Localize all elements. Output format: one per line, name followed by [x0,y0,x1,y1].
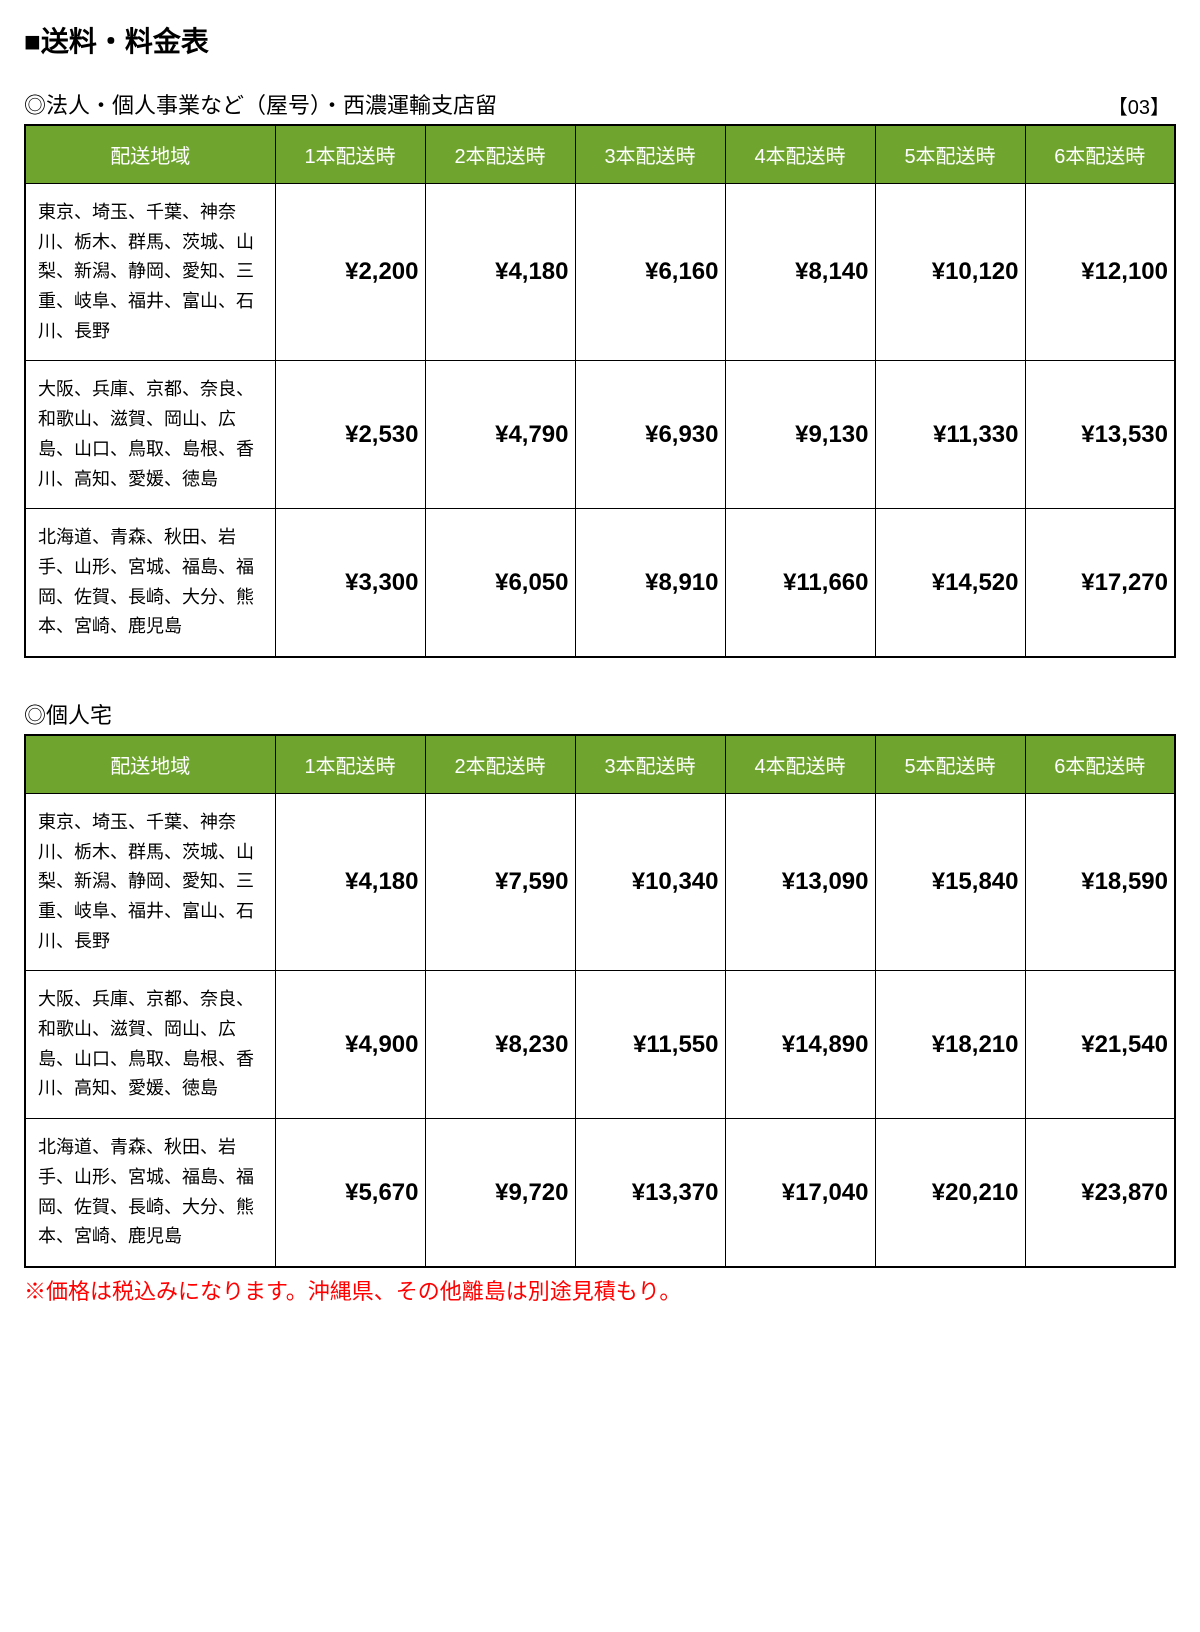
col-region: 配送地域 [25,735,275,794]
col-qty-2: 2本配送時 [425,125,575,184]
col-qty-4: 4本配送時 [725,735,875,794]
price-cell: ¥13,530 [1025,361,1175,509]
region-cell: 北海道、青森、秋田、岩手、山形、宮城、福島、福岡、佐賀、長崎、大分、熊本、宮崎、… [25,509,275,657]
price-cell: ¥4,180 [275,793,425,970]
col-qty-6: 6本配送時 [1025,125,1175,184]
price-cell: ¥6,160 [575,184,725,361]
col-qty-5: 5本配送時 [875,735,1025,794]
price-cell: ¥18,210 [875,971,1025,1119]
region-cell: 大阪、兵庫、京都、奈良、和歌山、滋賀、岡山、広島、山口、鳥取、島根、香川、高知、… [25,361,275,509]
price-cell: ¥4,900 [275,971,425,1119]
table-row: 北海道、青森、秋田、岩手、山形、宮城、福島、福岡、佐賀、長崎、大分、熊本、宮崎、… [25,509,1175,657]
price-cell: ¥13,370 [575,1119,725,1267]
price-cell: ¥18,590 [1025,793,1175,970]
col-qty-6: 6本配送時 [1025,735,1175,794]
section-header-row-1: ◎法人・個人事業など（屋号）・西濃運輸支店留 【03】 [24,88,1176,120]
price-cell: ¥9,720 [425,1119,575,1267]
price-cell: ¥4,180 [425,184,575,361]
price-table-personal: 配送地域 1本配送時 2本配送時 3本配送時 4本配送時 5本配送時 6本配送時… [24,734,1176,1268]
table-row: 東京、埼玉、千葉、神奈川、栃木、群馬、茨城、山梨、新潟、静岡、愛知、三重、岐阜、… [25,184,1175,361]
col-qty-1: 1本配送時 [275,125,425,184]
price-cell: ¥2,530 [275,361,425,509]
footnote: ※価格は税込みになります。沖縄県、その他離島は別途見積もり。 [24,1274,1176,1306]
region-cell: 東京、埼玉、千葉、神奈川、栃木、群馬、茨城、山梨、新潟、静岡、愛知、三重、岐阜、… [25,793,275,970]
price-cell: ¥17,270 [1025,509,1175,657]
price-cell: ¥14,890 [725,971,875,1119]
section-header-row-2: ◎個人宅 [24,698,1176,730]
price-cell: ¥13,090 [725,793,875,970]
table-header-row: 配送地域 1本配送時 2本配送時 3本配送時 4本配送時 5本配送時 6本配送時 [25,735,1175,794]
table-row: 大阪、兵庫、京都、奈良、和歌山、滋賀、岡山、広島、山口、鳥取、島根、香川、高知、… [25,971,1175,1119]
col-qty-1: 1本配送時 [275,735,425,794]
section-title-2: ◎個人宅 [24,698,112,730]
region-cell: 北海道、青森、秋田、岩手、山形、宮城、福島、福岡、佐賀、長崎、大分、熊本、宮崎、… [25,1119,275,1267]
col-qty-4: 4本配送時 [725,125,875,184]
price-cell: ¥6,930 [575,361,725,509]
price-cell: ¥8,230 [425,971,575,1119]
page-title: ■送料・料金表 [24,20,1176,60]
price-cell: ¥4,790 [425,361,575,509]
col-qty-3: 3本配送時 [575,735,725,794]
price-table-business: 配送地域 1本配送時 2本配送時 3本配送時 4本配送時 5本配送時 6本配送時… [24,124,1176,658]
col-qty-5: 5本配送時 [875,125,1025,184]
price-cell: ¥20,210 [875,1119,1025,1267]
price-cell: ¥17,040 [725,1119,875,1267]
document-tag: 【03】 [1108,91,1176,120]
price-cell: ¥23,870 [1025,1119,1175,1267]
section-title-1: ◎法人・個人事業など（屋号）・西濃運輸支店留 [24,88,497,120]
price-cell: ¥12,100 [1025,184,1175,361]
price-cell: ¥10,120 [875,184,1025,361]
price-cell: ¥11,660 [725,509,875,657]
price-cell: ¥15,840 [875,793,1025,970]
price-cell: ¥7,590 [425,793,575,970]
price-cell: ¥10,340 [575,793,725,970]
price-cell: ¥9,130 [725,361,875,509]
table-row: 大阪、兵庫、京都、奈良、和歌山、滋賀、岡山、広島、山口、鳥取、島根、香川、高知、… [25,361,1175,509]
price-cell: ¥8,140 [725,184,875,361]
col-qty-2: 2本配送時 [425,735,575,794]
table-header-row: 配送地域 1本配送時 2本配送時 3本配送時 4本配送時 5本配送時 6本配送時 [25,125,1175,184]
col-region: 配送地域 [25,125,275,184]
col-qty-3: 3本配送時 [575,125,725,184]
price-cell: ¥5,670 [275,1119,425,1267]
price-cell: ¥14,520 [875,509,1025,657]
table-row: 北海道、青森、秋田、岩手、山形、宮城、福島、福岡、佐賀、長崎、大分、熊本、宮崎、… [25,1119,1175,1267]
region-cell: 大阪、兵庫、京都、奈良、和歌山、滋賀、岡山、広島、山口、鳥取、島根、香川、高知、… [25,971,275,1119]
price-cell: ¥3,300 [275,509,425,657]
table-row: 東京、埼玉、千葉、神奈川、栃木、群馬、茨城、山梨、新潟、静岡、愛知、三重、岐阜、… [25,793,1175,970]
price-cell: ¥2,200 [275,184,425,361]
price-cell: ¥8,910 [575,509,725,657]
region-cell: 東京、埼玉、千葉、神奈川、栃木、群馬、茨城、山梨、新潟、静岡、愛知、三重、岐阜、… [25,184,275,361]
price-cell: ¥21,540 [1025,971,1175,1119]
price-cell: ¥6,050 [425,509,575,657]
price-cell: ¥11,550 [575,971,725,1119]
price-cell: ¥11,330 [875,361,1025,509]
